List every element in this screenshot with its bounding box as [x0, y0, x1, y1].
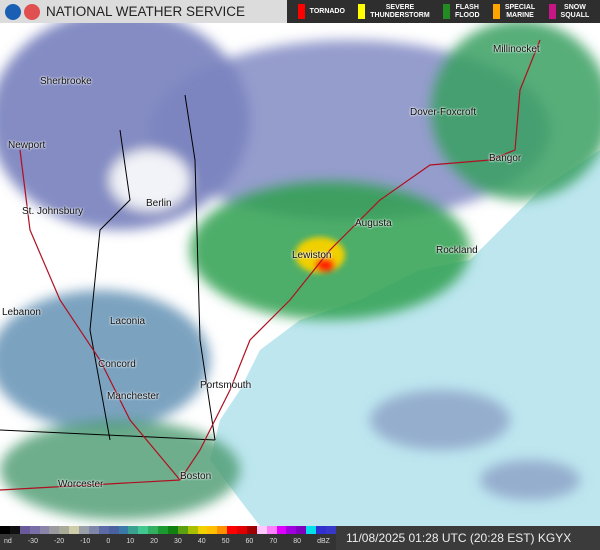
- header-bar: NATIONAL WEATHER SERVICE TORNADO SEVERE …: [0, 0, 600, 23]
- scale-swatch: [69, 526, 79, 534]
- city-label: Manchester: [107, 391, 160, 402]
- scale-swatch: [98, 526, 109, 534]
- scale-tick-label: 70: [269, 538, 278, 545]
- city-label: Dover-Foxcroft: [410, 107, 477, 118]
- scale-swatch: [19, 526, 30, 534]
- nws-logo-icon: [24, 3, 40, 20]
- scale-swatch: [276, 526, 287, 534]
- scale-tick-label: 50: [221, 538, 230, 545]
- radar-echoes: [0, 10, 600, 520]
- footer-bar: nd -30 -20 -10 0 10 20 30 40 50 60 70 80 dBZ 11/08/20…: [0, 526, 600, 550]
- scale-swatch: [118, 526, 129, 534]
- scale-swatch: [316, 526, 326, 534]
- city-label: Lewiston: [292, 250, 332, 261]
- state-borders: [0, 94, 216, 441]
- scale-tick-label: 30: [174, 538, 182, 545]
- scale-swatch: [108, 526, 119, 534]
- scale-swatch: [128, 526, 139, 534]
- scale-tick-label: -10: [80, 538, 91, 545]
- city-label: Portsmouth: [200, 380, 252, 391]
- warning-tornado: TORNADO: [297, 4, 345, 19]
- scale-swatch: [286, 526, 297, 534]
- scale-swatch: [0, 526, 10, 534]
- scale-swatch: [237, 526, 247, 534]
- scale-swatch: [79, 526, 89, 534]
- warning-flash-flood: FLASH FLOOD: [443, 4, 480, 20]
- city-label: Millinocket: [493, 44, 540, 55]
- warning-legend: TORNADO SEVERE THUNDERSTORM FLASH FLOOD …: [287, 0, 600, 23]
- scale-swatch: [187, 526, 198, 534]
- scale-swatch: [39, 526, 50, 534]
- city-label: Laconia: [110, 316, 146, 327]
- scale-tick-label: 40: [197, 538, 206, 545]
- scale-swatch: [207, 526, 218, 534]
- city-label: Lebanon: [2, 307, 41, 318]
- scale-swatch: [59, 526, 70, 534]
- scale-swatch: [197, 526, 208, 534]
- scale-tick-label: dBZ: [317, 538, 330, 545]
- warning-snow-squall: SNOW SQUALL: [548, 4, 589, 20]
- scale-tick-label: 0: [106, 538, 111, 545]
- scale-swatch: [325, 526, 336, 534]
- scale-tick-label: 80: [293, 538, 302, 545]
- scale-swatch: [227, 526, 237, 534]
- scale-swatch: [29, 526, 40, 534]
- highways: [0, 39, 541, 491]
- scale-tick-label: 10: [126, 538, 135, 545]
- city-label: Augusta: [355, 218, 392, 229]
- timestamp: 11/08/2025 01:28 UTC (20:28 EST) KGYX: [336, 526, 600, 550]
- city-label: St. Johnsbury: [22, 206, 84, 217]
- scale-swatch: [177, 526, 188, 534]
- scale-tick-label: nd: [4, 538, 12, 545]
- scale-swatch: [88, 526, 99, 534]
- scale-tick-label: 60: [245, 538, 254, 545]
- scale-swatch: [266, 526, 277, 534]
- scale-swatch: [158, 526, 168, 534]
- city-label: Sherbrooke: [40, 76, 92, 87]
- scale-swatch: [9, 526, 20, 534]
- scale-swatch: [49, 526, 60, 534]
- warning-special-marine: SPECIAL MARINE: [492, 4, 535, 20]
- city-label: Boston: [180, 471, 212, 482]
- city-label: Berlin: [146, 198, 172, 209]
- color-scale: [0, 526, 336, 534]
- city-label: Worcester: [58, 479, 104, 490]
- scale-swatch: [217, 526, 228, 534]
- scale-swatch: [306, 526, 316, 534]
- city-label: Bangor: [489, 153, 522, 164]
- scale-swatch: [148, 526, 158, 534]
- scale-tick-label: 20: [150, 538, 158, 545]
- scale-swatch: [256, 526, 267, 534]
- scale-swatch: [296, 526, 307, 534]
- reflectivity-legend: nd -30 -20 -10 0 10 20 30 40 50 60 70 80 dBZ: [0, 526, 336, 550]
- scale-swatch: [138, 526, 149, 534]
- scale-tick-label: -30: [27, 538, 38, 545]
- warning-severe-thunderstorm: SEVERE THUNDERSTORM: [358, 4, 430, 20]
- scale-swatch: [246, 526, 257, 534]
- city-label: Newport: [8, 140, 46, 151]
- noaa-logo-icon: [5, 3, 21, 20]
- scale-swatch: [167, 526, 178, 534]
- site-title: NATIONAL WEATHER SERVICE: [46, 4, 246, 19]
- scale-tick-label: -20: [54, 538, 65, 545]
- scale-ticks: nd -30 -20 -10 0 10 20 30 40 50 60 70 80 dBZ: [0, 534, 336, 545]
- city-label: Rockland: [436, 245, 478, 256]
- city-label: Concord: [98, 359, 136, 370]
